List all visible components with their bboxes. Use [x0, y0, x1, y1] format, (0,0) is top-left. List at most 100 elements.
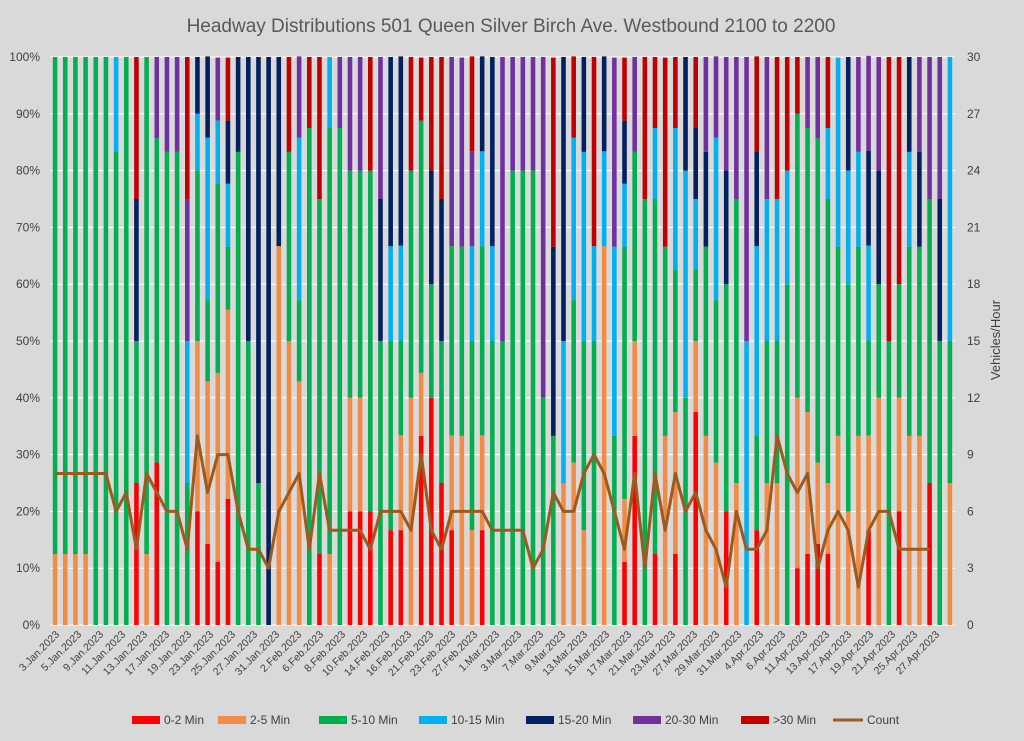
bar-segment	[510, 57, 515, 171]
bar-segment	[500, 341, 505, 625]
bar-segment	[347, 57, 353, 171]
bar-segment	[896, 57, 902, 285]
bar-segment	[723, 511, 729, 625]
bar-segment	[561, 57, 566, 341]
bar-segment	[245, 57, 251, 341]
bar-segment	[693, 128, 698, 199]
bar-segment	[571, 56, 576, 138]
bar-segment	[662, 57, 668, 247]
bar-segment	[317, 199, 322, 554]
bar-segment	[347, 170, 353, 398]
chart-title: Headway Distributions 501 Queen Silver B…	[187, 16, 836, 37]
bar-segment	[825, 57, 831, 128]
bar-segment	[622, 561, 627, 625]
bar-segment	[418, 372, 424, 436]
x-axis: 3.Jan.20235.Jan.20239.Jan.202311.Jan.202…	[17, 629, 942, 679]
bar-segment	[703, 151, 709, 247]
bar-segment	[225, 498, 231, 625]
bar-segment	[571, 462, 576, 625]
bar-segment	[805, 128, 810, 412]
y-tick-label: 10%	[16, 561, 40, 575]
bar-segment	[378, 57, 383, 199]
bar-segment	[642, 57, 648, 199]
bar-segment	[815, 543, 821, 625]
bar-segment	[835, 57, 841, 247]
bar-segment	[276, 57, 282, 247]
bar-segment	[479, 151, 485, 247]
bar-segment	[561, 341, 566, 483]
legend-swatch	[633, 716, 661, 724]
bar-segment	[134, 57, 139, 199]
bar-segment	[398, 530, 404, 625]
bar-segment	[906, 435, 912, 625]
bar-segment	[734, 199, 739, 483]
legend-item: 15-20 Min	[526, 713, 611, 727]
bar-segment	[723, 170, 729, 285]
y2-tick-label: 18	[967, 277, 981, 291]
legend-item: Count	[833, 713, 900, 727]
bar-segment	[429, 170, 434, 285]
bar-segment	[520, 170, 526, 625]
bar-segment	[906, 57, 912, 152]
bar-segment	[774, 483, 780, 625]
bar-segment	[469, 151, 475, 247]
bar-segment	[764, 341, 770, 483]
bar-segment	[876, 57, 882, 171]
bar-segment	[673, 57, 678, 128]
bar-segment	[134, 341, 139, 483]
bar-segment	[368, 57, 373, 171]
bar-segment	[154, 462, 160, 625]
bar-segment	[164, 151, 170, 625]
bar-segment	[795, 568, 800, 625]
bar-segment	[235, 151, 241, 625]
bar-segment	[551, 435, 556, 625]
bar-segment	[866, 530, 871, 625]
bar-segment	[337, 128, 343, 625]
bar-segment	[612, 435, 617, 625]
bar-segment	[195, 170, 200, 341]
bar-segment	[896, 397, 902, 512]
bar-segment	[856, 246, 861, 436]
bar-segment	[866, 150, 871, 246]
bar-segment	[622, 57, 627, 121]
bar-segment	[225, 246, 231, 310]
bar-segment	[642, 199, 648, 625]
legend-item: 0-2 Min	[132, 713, 204, 727]
bar-segment	[479, 246, 485, 436]
bar-segment	[652, 128, 658, 199]
bar-segment	[388, 530, 393, 625]
bar-segment	[774, 199, 780, 341]
bar-segment	[947, 483, 953, 625]
bar-segment	[398, 56, 404, 246]
bar-segment	[286, 151, 292, 341]
bar-segment	[398, 435, 404, 531]
bar-segment	[286, 341, 292, 625]
y2-tick-label: 15	[967, 334, 981, 348]
bar-segment	[622, 120, 627, 184]
bar-segment	[195, 511, 200, 625]
bar-segment	[357, 170, 363, 398]
bar-segment	[307, 57, 312, 128]
bar-segment	[62, 57, 68, 554]
bar-segment	[744, 341, 749, 625]
bar-segment	[622, 246, 627, 499]
bar-segment	[205, 137, 210, 301]
bar-segment	[459, 57, 465, 247]
bar-segment	[652, 57, 658, 128]
bar-segment	[235, 57, 241, 152]
bar-segment	[83, 554, 88, 625]
bar-segment	[571, 300, 576, 463]
bar-segment	[73, 554, 78, 625]
bar-segment	[825, 128, 831, 199]
y2-tick-label: 21	[967, 220, 981, 234]
bar-segment	[296, 300, 302, 382]
bar-segment	[835, 435, 841, 625]
bar-segment	[866, 245, 871, 341]
bar-segment	[805, 57, 810, 128]
bar-segment	[256, 57, 261, 483]
y2-tick-label: 0	[967, 618, 974, 632]
legend-item: 2-5 Min	[218, 713, 290, 727]
bar-segment	[154, 138, 160, 463]
legend-swatch	[419, 716, 447, 724]
bar-segment	[591, 246, 597, 341]
